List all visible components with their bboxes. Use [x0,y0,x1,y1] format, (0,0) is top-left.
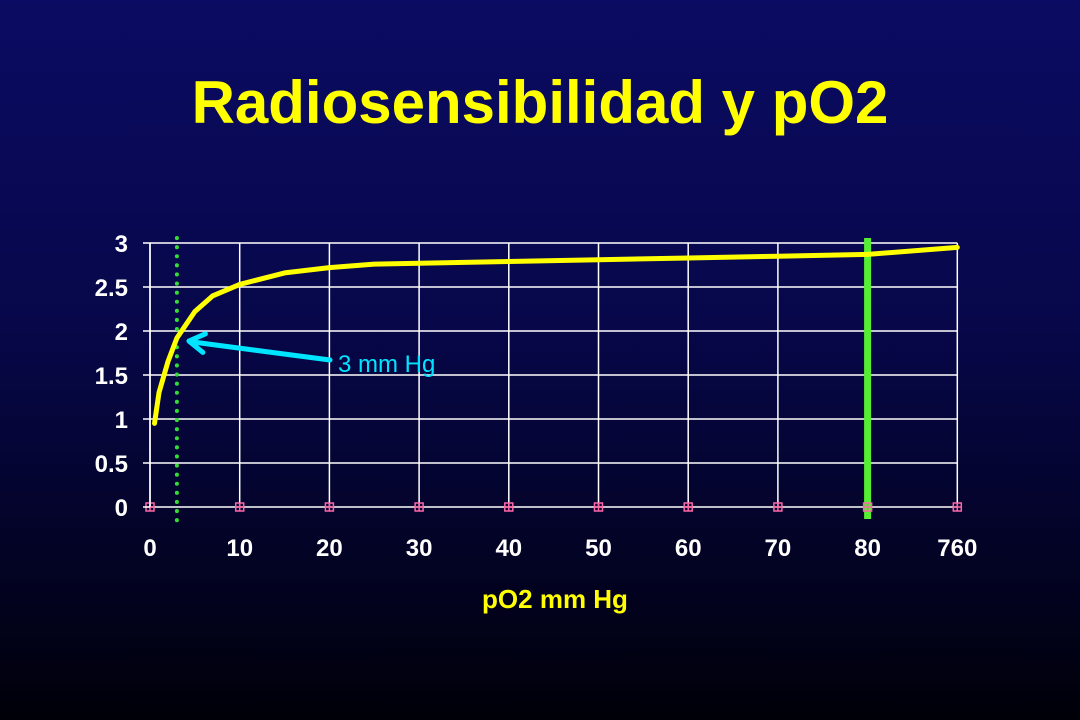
x-tick-label-8: 80 [854,535,881,562]
annotation-arrow-0 [190,339,333,363]
annotation-label-0: 3 mm Hg [338,351,435,378]
chart-grid [149,242,959,508]
y-tick-label-3: 1.5 [95,363,128,390]
zero-marker-7 [773,502,783,512]
chart-axes: 00.511.522.530 10 20 30 40 50 60 70 80 760 [95,231,978,562]
slide-title: Radiosensibilidad y pO2 [191,69,889,136]
y-tick-label-6: 3 [115,231,128,258]
chart-annotations: 3 mm Hg [186,331,435,378]
x-tick-label-0: 0 [143,535,156,562]
x-tick-label-4: 40 [495,535,522,562]
zero-marker-6 [683,502,693,512]
y-tick-label-2: 1 [115,407,128,434]
zero-marker-1 [234,502,245,512]
zero-marker-4 [504,502,514,512]
chart-reference-lines [174,236,872,524]
x-tick-label-7: 70 [765,535,792,562]
x-axis-label: pO2 mm Hg [482,584,628,614]
y-tick-label-1: 0.5 [95,451,128,478]
chart-series [152,244,960,426]
x-tick-label-9: 760 [937,535,977,562]
x-tick-label-5: 50 [585,535,612,562]
y-tick-label-0: 0 [115,495,128,522]
x-tick-label-2: 20 [316,535,343,562]
x-tick-label-1: 10 [226,535,253,562]
y-tick-label-4: 2 [115,319,128,346]
x-tick-label-6: 60 [675,535,702,562]
y-tick-label-5: 2.5 [95,275,128,302]
x-tick-label-3: 30 [406,535,433,562]
annotation-arrowhead-0 [186,331,208,355]
series-line-0 [152,244,960,426]
zero-marker-5 [593,502,604,512]
zero-marker-9 [952,502,963,512]
zero-marker-2 [324,502,335,512]
zero-marker-8 [862,502,873,512]
zero-marker-3 [414,502,424,512]
